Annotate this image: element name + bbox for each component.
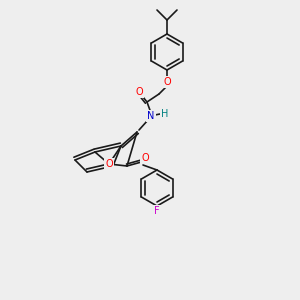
Text: F: F <box>154 206 160 216</box>
Text: O: O <box>141 153 149 163</box>
Text: O: O <box>163 77 171 87</box>
Text: O: O <box>105 159 113 169</box>
Text: O: O <box>135 87 143 97</box>
Text: N: N <box>147 111 155 121</box>
Text: H: H <box>161 109 169 119</box>
